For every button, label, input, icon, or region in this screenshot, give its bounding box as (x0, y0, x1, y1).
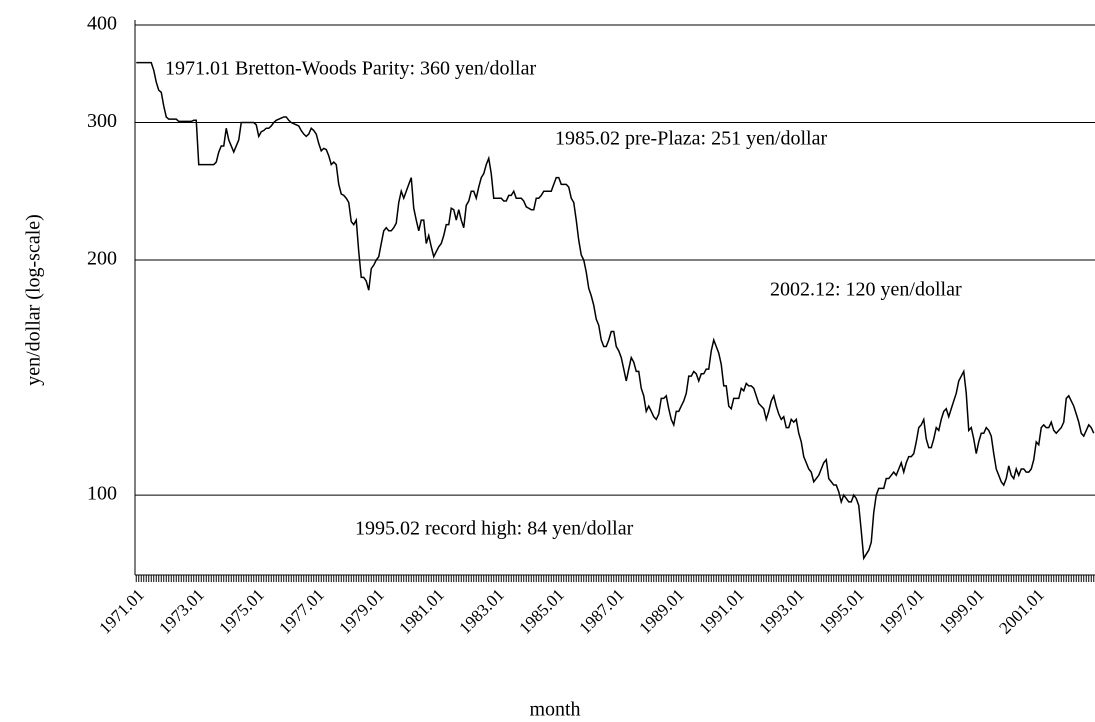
annotation: 1995.02 record high: 84 yen/dollar (355, 518, 634, 540)
y-tick-label: 300 (87, 110, 117, 132)
x-tick-label: 1991.01 (695, 585, 748, 638)
annotation: 1971.01 Bretton-Woods Parity: 360 yen/do… (165, 58, 536, 80)
x-tick-label: 1995.01 (815, 585, 868, 638)
x-tick-label: 1981.01 (395, 585, 448, 638)
x-tick-label: 1999.01 (935, 585, 988, 638)
x-tick-label: 1979.01 (335, 585, 388, 638)
x-tick-label: 1977.01 (275, 585, 328, 638)
annotation: 2002.12: 120 yen/dollar (770, 279, 962, 301)
x-tick-label: 1997.01 (875, 585, 928, 638)
x-tick-label: 1983.01 (455, 585, 508, 638)
x-tick-label: 1975.01 (215, 585, 268, 638)
y-axis-label: yen/dollar (log-scale) (23, 214, 45, 386)
y-tick-label: 100 (87, 483, 117, 505)
x-tick-label: 1973.01 (155, 585, 208, 638)
y-tick-label: 200 (87, 248, 117, 270)
x-tick-label: 1985.01 (515, 585, 568, 638)
x-tick-label: 1989.01 (635, 585, 688, 638)
line (136, 61, 1095, 561)
x-tick-label: 2001.01 (995, 585, 1048, 638)
x-tick-label: 1987.01 (575, 585, 628, 638)
x-tick-label: 1971.01 (95, 585, 148, 638)
x-axis-label: month (529, 699, 580, 721)
annotation: 1985.02 pre-Plaza: 251 yen/dollar (555, 128, 827, 150)
y-tick-label: 400 (87, 13, 117, 35)
x-tick-label: 1993.01 (755, 585, 808, 638)
